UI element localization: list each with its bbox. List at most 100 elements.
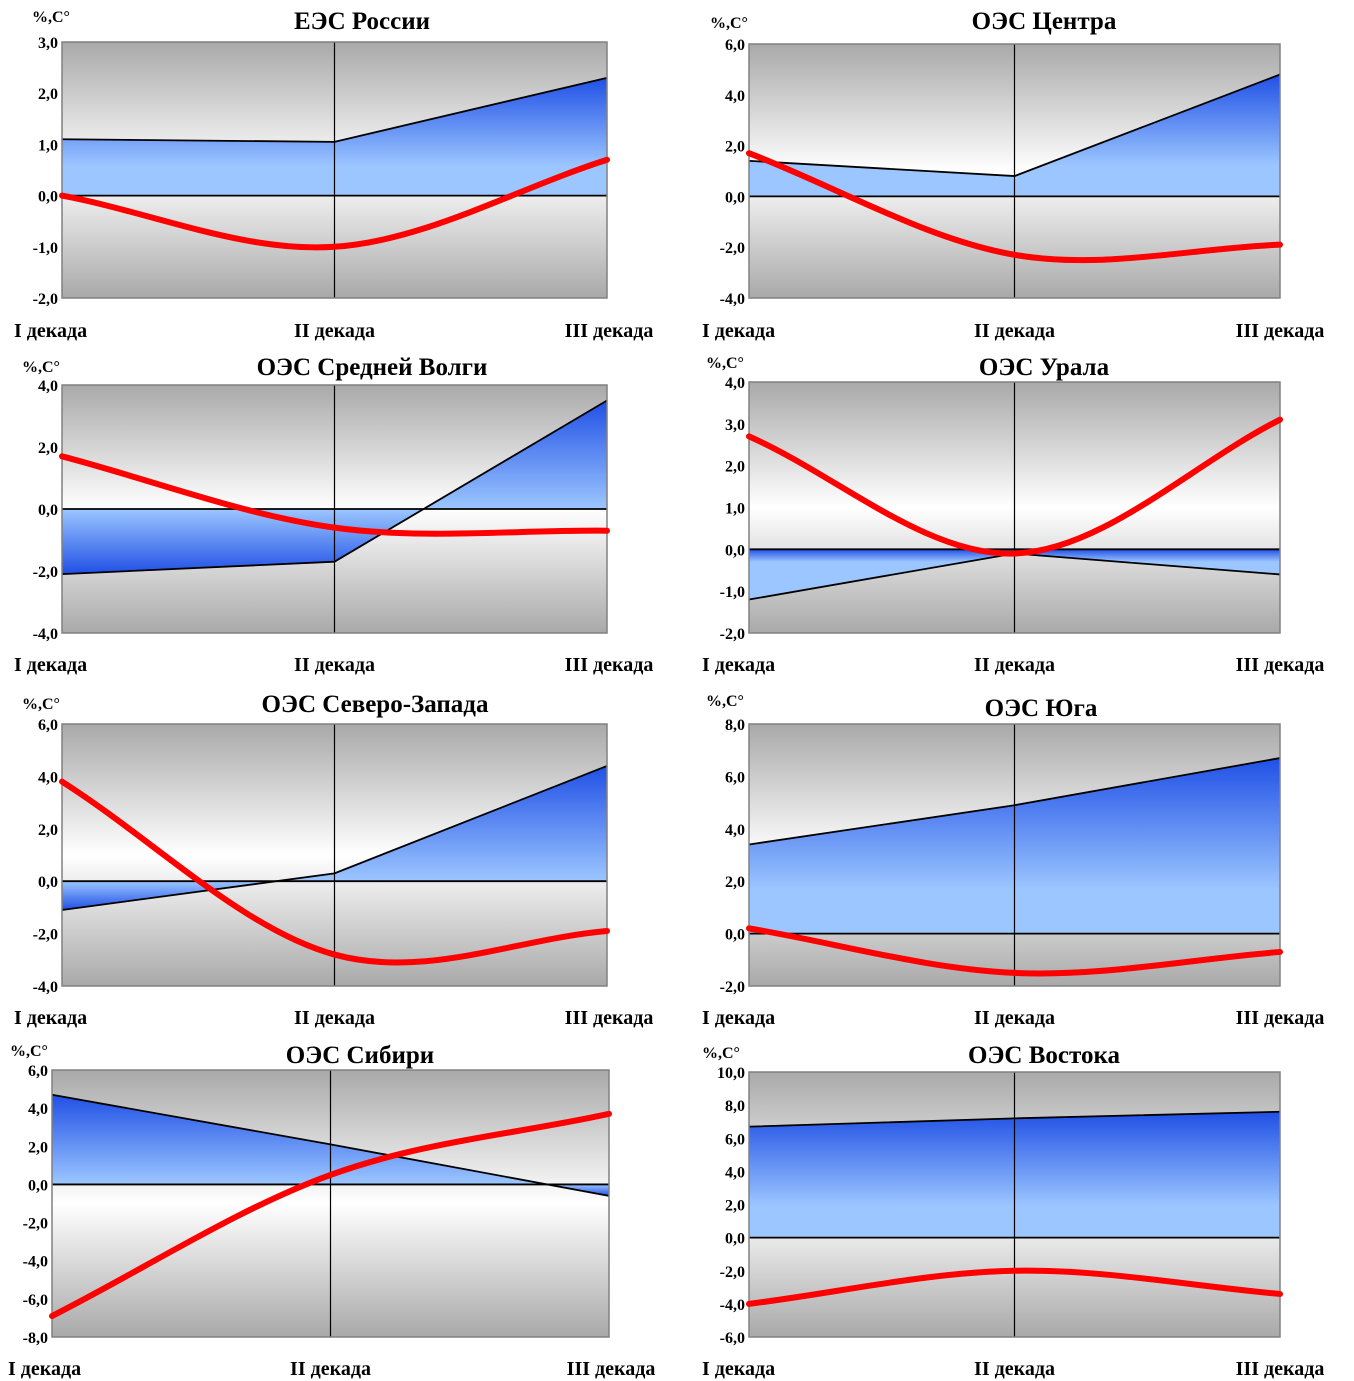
y-tick-label: 4,0: [38, 378, 58, 395]
y-tick-label: 8,0: [725, 717, 745, 734]
chart-title: ОЭС Центра: [972, 8, 1117, 35]
y-unit-label: %,C°: [10, 1043, 48, 1060]
x-category-label: I декада: [702, 1007, 775, 1029]
y-tick-label: 1,0: [725, 501, 745, 518]
x-category-label: II декада: [974, 1358, 1055, 1380]
y-tick-label: 0,0: [38, 502, 58, 519]
x-category-label: II декада: [294, 1007, 375, 1029]
x-category-label: I декада: [14, 1007, 87, 1029]
y-tick-label: 6,0: [28, 1063, 48, 1080]
y-tick-label: 0,0: [725, 189, 745, 206]
x-category-label: III декада: [565, 1007, 654, 1029]
y-unit-label: %,C°: [710, 15, 748, 32]
y-tick-label: -2,0: [33, 564, 58, 581]
y-tick-label: 0,0: [28, 1177, 48, 1194]
y-tick-label: 4,0: [38, 769, 58, 786]
deviation-area: [62, 77, 607, 196]
y-tick-label: -6,0: [23, 1292, 48, 1309]
y-tick-label: -8,0: [23, 1330, 48, 1347]
y-tick-label: -1,0: [33, 240, 58, 257]
chart-title: ОЭС Урала: [979, 354, 1110, 381]
chart-panel: -2,0 -1,0 0,0 1,0 2,0 3,0 I декада II декада III…: [14, 8, 653, 342]
y-tick-label: 4,0: [725, 88, 745, 105]
plot-frame: [748, 723, 1281, 987]
temperature-line: [746, 150, 1283, 264]
x-category-label: I декада: [702, 1358, 775, 1380]
y-tick-label: -2,0: [720, 979, 745, 996]
chart-title: ОЭС Средней Волги: [257, 354, 488, 381]
x-category-label: II декада: [294, 320, 375, 342]
x-category-label: III декада: [1236, 654, 1325, 676]
plot-frame: [61, 723, 608, 987]
y-unit-label: %,C°: [22, 359, 60, 376]
chart-panel: -4,0 -2,0 0,0 2,0 4,0 6,0 I декада II декада III…: [14, 691, 653, 1029]
y-tick-label: 2,0: [38, 86, 58, 103]
y-tick-label: -2,0: [720, 1264, 745, 1281]
plot-frame: [748, 381, 1281, 634]
chart-title: ОЭС Востока: [968, 1042, 1120, 1069]
y-tick-label: -4,0: [720, 1297, 745, 1314]
y-tick-label: 4,0: [725, 822, 745, 839]
y-tick-label: 2,0: [725, 459, 745, 476]
y-tick-label: 10,0: [717, 1065, 745, 1082]
y-unit-label: %,C°: [32, 9, 70, 26]
x-category-label: III декада: [1236, 320, 1325, 342]
y-tick-label: 0,0: [38, 189, 58, 206]
plot-frame: [61, 384, 608, 634]
y-tick-label: 0,0: [38, 874, 58, 891]
y-tick-label: 6,0: [725, 769, 745, 786]
plot-frame: [748, 43, 1281, 299]
x-category-label: III декада: [565, 654, 654, 676]
y-unit-label: %,C°: [706, 693, 744, 710]
chart-panel: -8,0 -6,0 -4,0 -2,0 0,0 2,0 4,0 6,0 I декада II д…: [8, 1042, 655, 1380]
x-category-label: I декада: [14, 320, 87, 342]
y-tick-label: 2,0: [28, 1139, 48, 1156]
x-category-label: II декада: [974, 1007, 1055, 1029]
x-category-label: II декада: [290, 1358, 371, 1380]
temperature-line: [746, 416, 1283, 557]
chart-title: ОЭС Юга: [985, 695, 1098, 722]
y-tick-label: 0,0: [725, 927, 745, 944]
x-category-label: II декада: [974, 320, 1055, 342]
temperature-line: [59, 453, 610, 537]
plot-frame: [61, 41, 608, 299]
y-tick-label: 6,0: [725, 1131, 745, 1148]
temperature-line: [49, 1110, 612, 1320]
x-category-label: I декада: [14, 654, 87, 676]
y-tick-label: -2,0: [23, 1216, 48, 1233]
y-tick-label: -4,0: [720, 291, 745, 308]
chart-title: ОЭС Сибири: [286, 1042, 434, 1069]
temperature-line: [59, 778, 610, 966]
y-tick-label: 2,0: [725, 874, 745, 891]
y-tick-label: -6,0: [720, 1330, 745, 1347]
x-category-label: I декада: [702, 320, 775, 342]
y-tick-label: 4,0: [28, 1101, 48, 1118]
temperature-line: [746, 925, 1283, 977]
y-tick-label: 0,0: [725, 1231, 745, 1248]
chart-title: ОЭС Северо-Запада: [262, 691, 489, 718]
x-category-label: III декада: [1236, 1007, 1325, 1029]
x-category-label: III декада: [1236, 1358, 1325, 1380]
x-category-label: III декада: [565, 320, 654, 342]
y-tick-label: 2,0: [725, 1198, 745, 1215]
y-tick-label: 0,0: [725, 542, 745, 559]
y-tick-label: 1,0: [38, 137, 58, 154]
y-tick-label: -4,0: [33, 979, 58, 996]
y-tick-label: 2,0: [38, 440, 58, 457]
x-category-label: II декада: [294, 654, 375, 676]
y-tick-label: -4,0: [33, 626, 58, 643]
chart-panel: -2,0 -1,0 0,0 1,0 2,0 3,0 4,0 I декада II декада…: [702, 354, 1324, 676]
chart-panel: -6,0 -4,0 -2,0 0,0 2,0 4,0 6,0 8,0 10,0 I декада I…: [702, 1042, 1324, 1380]
y-tick-label: 2,0: [38, 822, 58, 839]
temperature-line: [59, 156, 610, 251]
deviation-area: [62, 400, 607, 575]
x-category-label: I декада: [8, 1358, 81, 1380]
deviation-area: [749, 549, 1280, 600]
chart-panel: -4,0 -2,0 0,0 2,0 4,0 I декада II декада III де…: [14, 354, 653, 676]
x-category-label: III декада: [567, 1358, 656, 1380]
chart-panel: -4,0 -2,0 0,0 2,0 4,0 6,0 I декада II декада III…: [702, 8, 1324, 342]
x-category-label: II декада: [974, 654, 1055, 676]
y-tick-label: -2,0: [720, 240, 745, 257]
y-tick-label: -2,0: [33, 927, 58, 944]
